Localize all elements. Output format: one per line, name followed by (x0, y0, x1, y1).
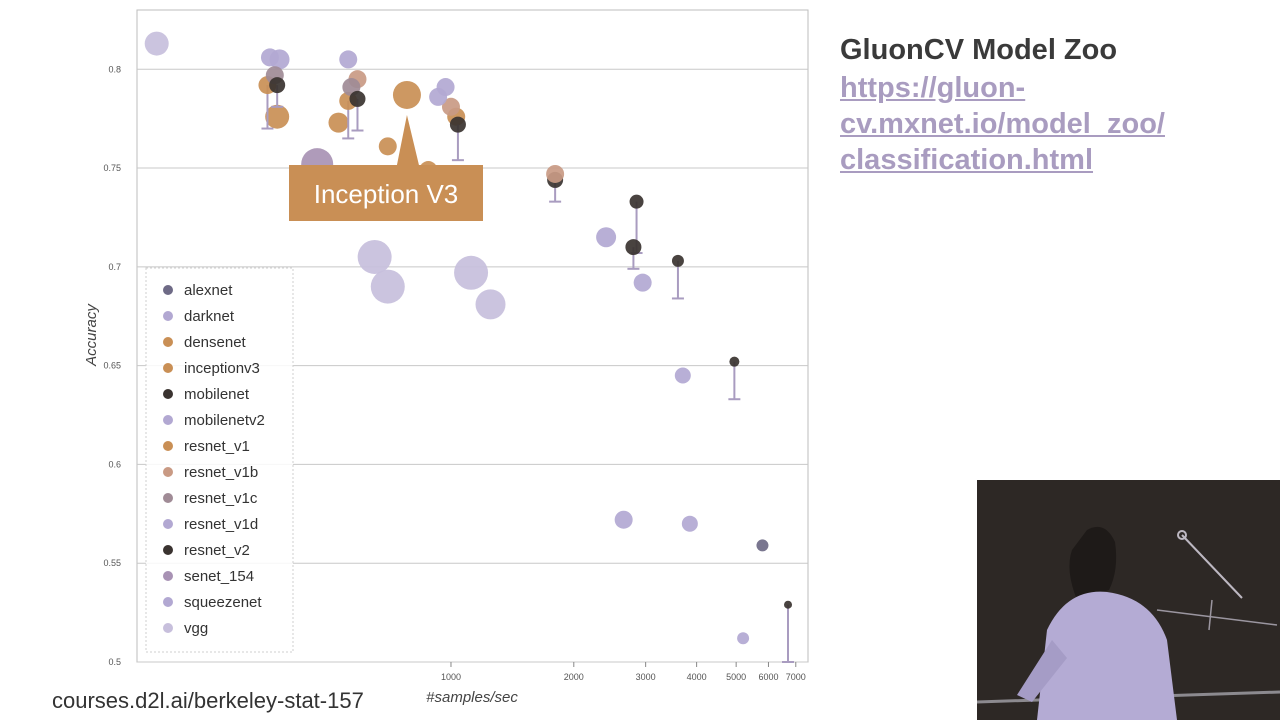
point-alexnet (756, 539, 769, 552)
lecturer-arm (1017, 640, 1067, 702)
y-tick-label: 0.55 (103, 558, 121, 568)
legend-label-resnet_v1c: resnet_v1c (184, 490, 258, 507)
legend-label-squeezenet: squeezenet (184, 594, 262, 611)
point-vgg (454, 255, 489, 290)
point-resnet_v1b (546, 164, 565, 183)
legend-swatch-resnet_v1c (163, 493, 173, 503)
lecturer-head (1069, 526, 1117, 600)
legend-swatch-inceptionv3 (163, 363, 173, 373)
legend-label-darknet: darknet (184, 308, 235, 325)
model-zoo-link-line-2[interactable]: cv.mxnet.io/model_zoo/ (840, 108, 1165, 140)
legend-label-senet_154: senet_154 (184, 568, 254, 585)
y-tick-labels: 0.5 0.55 0.6 0.65 0.7 0.75 0.8 (103, 64, 121, 667)
legend-swatch-mobilenetv2 (163, 415, 173, 425)
course-url: courses.d2l.ai/berkeley-stat-157 (52, 688, 364, 713)
lecturer-shirt (1037, 591, 1177, 720)
point-inceptionv3 (392, 80, 421, 109)
point-squeezenet (681, 515, 698, 532)
lecturer-video-frame (977, 480, 1280, 720)
point-vgg (475, 289, 506, 320)
legend-label-resnet_v1d: resnet_v1d (184, 516, 258, 533)
point-resnet_v1d (260, 48, 279, 67)
lecturer-video (977, 480, 1280, 720)
model-zoo-link-line-1[interactable]: https://gluon- (840, 72, 1026, 104)
y-tick-label: 0.5 (108, 657, 121, 667)
legend-label-vgg: vgg (184, 620, 208, 637)
legend-swatch-senet_154 (163, 571, 173, 581)
x-tick-label: 6000 (758, 672, 778, 682)
point-vgg (370, 269, 405, 304)
scatter-chart: 0.5 0.55 0.6 0.65 0.7 0.75 0.8 1000 2000 3000 400… (83, 9, 809, 706)
legend-swatch-resnet_v1 (163, 441, 173, 451)
legend-swatch-resnet_v1d (163, 519, 173, 529)
x-tick-label: 4000 (687, 672, 707, 682)
point-mobilenet (671, 254, 684, 267)
point-resnet_v1d (339, 50, 358, 69)
y-axis-label: Accuracy (83, 303, 100, 367)
legend-label-resnet_v2: resnet_v2 (184, 542, 250, 559)
legend-label-resnet_v1b: resnet_v1b (184, 464, 258, 481)
chalk-line (1208, 599, 1213, 631)
x-tick-label: 5000 (726, 672, 746, 682)
legend-swatch-densenet (163, 337, 173, 347)
point-mobilenetv2 (737, 632, 750, 645)
point-densenet (378, 137, 397, 156)
point-mobilenet (784, 600, 793, 609)
slide-title: GluonCV Model Zoo (840, 34, 1118, 66)
y-tick-label: 0.8 (108, 64, 121, 74)
legend-swatch-vgg (163, 623, 173, 633)
legend-box (145, 267, 294, 653)
x-tick-label: 2000 (564, 672, 584, 682)
point-densenet (265, 104, 290, 129)
model-zoo-link-line-3[interactable]: classification.html (840, 144, 1094, 176)
legend-label-densenet: densenet (184, 334, 247, 351)
y-tick-label: 0.65 (103, 361, 121, 371)
legend-swatch-mobilenet (163, 389, 173, 399)
point-resnet_v2 (269, 77, 286, 94)
legend-swatch-resnet_v2 (163, 545, 173, 555)
point-mobilenetv2 (596, 227, 617, 248)
legend-swatch-resnet_v1b (163, 467, 173, 477)
legend-label-mobilenet: mobilenet (184, 386, 250, 403)
chalk-line (1181, 534, 1243, 599)
point-vgg (144, 31, 169, 56)
y-tick-label: 0.75 (103, 163, 121, 173)
callout-bubble (289, 114, 483, 221)
y-tick-label: 0.6 (108, 459, 121, 469)
callout-label: Inception V3 (314, 179, 459, 209)
point-densenet (328, 112, 349, 133)
legend-swatch-darknet (163, 311, 173, 321)
callout: Inception V3 (289, 114, 483, 221)
point-mobilenet (729, 356, 740, 367)
point-resnet_v2 (449, 116, 466, 133)
chalk-line (1156, 609, 1278, 626)
legend-label-inceptionv3: inceptionv3 (184, 360, 260, 377)
x-tick-label: 1000 (441, 672, 461, 682)
point-mobilenetv2 (674, 367, 691, 384)
legend: alexnet darknet densenet inceptionv3 mobilen… (145, 267, 294, 653)
chalk-point (1177, 530, 1187, 540)
point-resnet_v1d (429, 87, 448, 106)
point-squeezenet (614, 510, 633, 529)
y-tick-label: 0.7 (108, 262, 121, 272)
legend-label-mobilenetv2: mobilenetv2 (184, 412, 265, 429)
point-resnet_v1b (441, 97, 460, 116)
legend-swatch-alexnet (163, 285, 173, 295)
point-resnet_v2 (625, 239, 642, 256)
x-tick-label: 3000 (636, 672, 656, 682)
legend-label-resnet_v1: resnet_v1 (184, 438, 250, 455)
legend-label-alexnet: alexnet (184, 282, 233, 299)
point-mobilenet (629, 194, 644, 209)
point-mobilenetv2 (633, 273, 652, 292)
x-tick-labels: 1000 2000 3000 4000 5000 6000 7000 (441, 672, 806, 682)
legend-swatch-squeezenet (163, 597, 173, 607)
point-vgg (357, 239, 392, 274)
x-tick-label: 7000 (786, 672, 806, 682)
x-axis-label: #samples/sec (426, 689, 518, 706)
point-resnet_v2 (349, 90, 366, 107)
